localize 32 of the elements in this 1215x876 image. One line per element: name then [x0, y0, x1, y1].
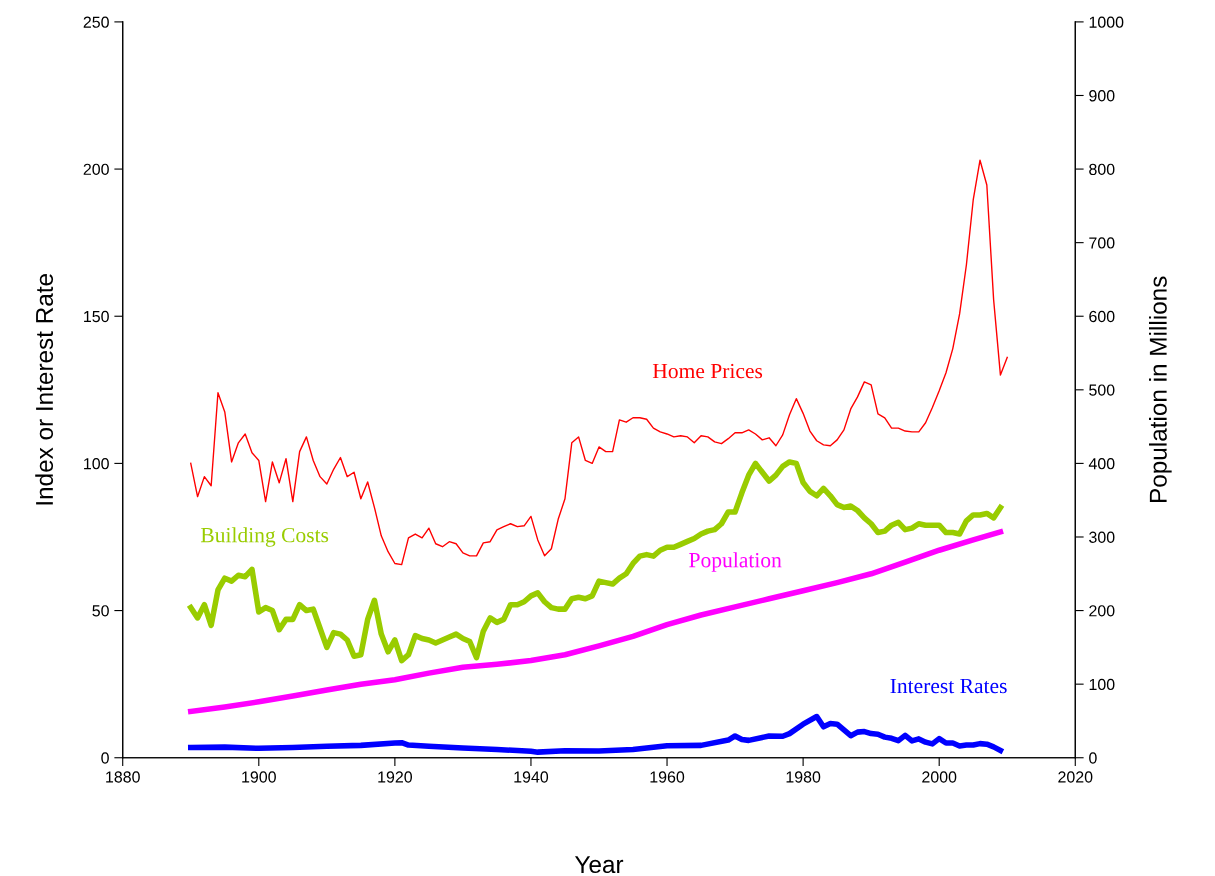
series-label: Interest Rates: [890, 678, 1007, 694]
x-tick-label: 1920: [378, 771, 413, 783]
y-tick-label: 50: [92, 605, 109, 617]
y2-tick-label: 200: [1089, 605, 1115, 617]
y2-tick-label: 400: [1088, 458, 1115, 470]
y2-tick-label: 600: [1089, 310, 1115, 323]
y-tick-label: 150: [84, 310, 109, 323]
x-tick-label: 2000: [922, 771, 957, 783]
y-tick-label: 250: [83, 16, 109, 28]
y-tick-label: 100: [84, 458, 109, 470]
x-tick-label: 1880: [106, 771, 140, 783]
x-tick-label: 1940: [514, 771, 549, 783]
y2-tick-label: 1000: [1089, 16, 1124, 28]
y2-tick-label: 700: [1089, 237, 1115, 249]
series-label: Population: [689, 552, 782, 572]
y2-axis-title: Population in Millions: [1149, 276, 1172, 502]
x-tick-label: 1980: [786, 771, 821, 783]
x-tick-label: 1900: [242, 771, 276, 783]
y2-tick-label: 0: [1089, 752, 1097, 764]
y2-tick-label: 500: [1089, 384, 1115, 396]
y2-tick-label: 100: [1089, 678, 1115, 691]
y2-tick-label: 800: [1089, 163, 1115, 176]
y-axis-title: Index or Interest Rate: [35, 274, 54, 505]
x-axis-title: Year: [574, 856, 624, 874]
y2-tick-label: 300: [1089, 531, 1115, 543]
y-tick-label: 0: [101, 752, 109, 764]
x-tick-label: 1960: [650, 771, 685, 783]
y2-tick-label: 900: [1089, 90, 1115, 102]
series-label: Building Costs: [200, 527, 329, 547]
series-label: Home Prices: [652, 363, 763, 379]
y-tick-label: 200: [83, 163, 109, 176]
x-tick-label: 2020: [1058, 771, 1093, 783]
